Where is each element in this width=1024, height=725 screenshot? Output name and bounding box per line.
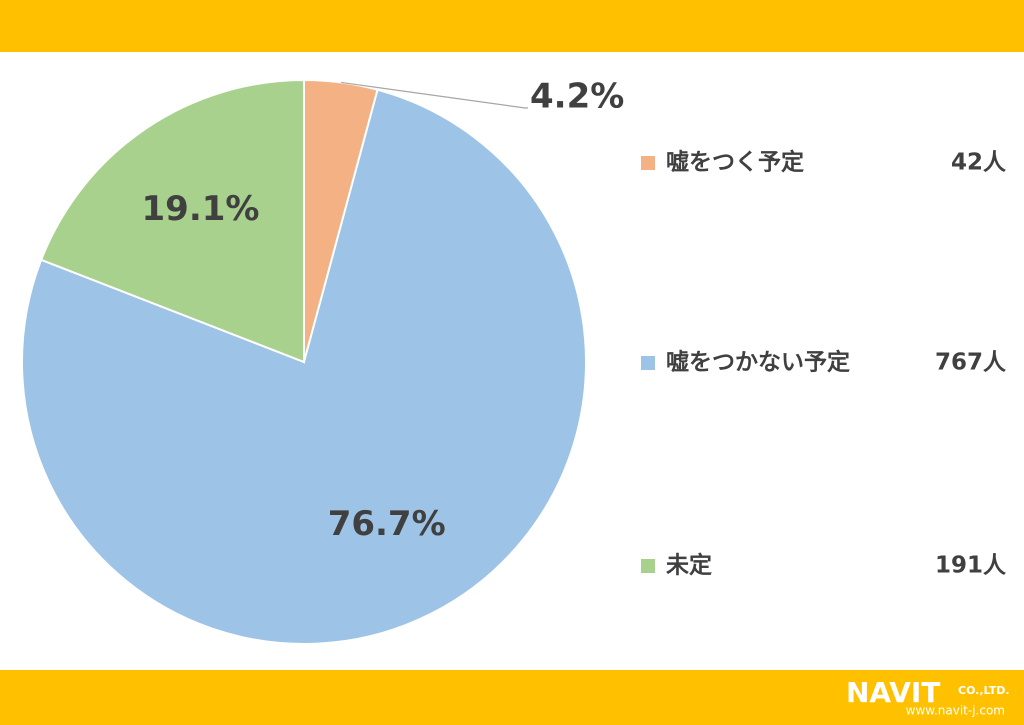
legend-swatch <box>641 156 655 170</box>
bottom-band <box>0 670 1024 725</box>
logo-company: CO.,LTD. <box>958 684 1010 697</box>
legend-swatch <box>641 356 655 370</box>
legend-count: 42人 <box>951 150 1007 176</box>
pie-slice <box>39 78 305 364</box>
legend-label: 未定 <box>666 552 712 579</box>
logo-url: www.navit-j.com <box>906 704 1005 718</box>
logo: NAVIT <box>846 676 940 709</box>
legend-label: 嘘をつかない予定 <box>666 349 850 376</box>
legend-count: 767人 <box>935 350 1007 376</box>
data-label: 4.2% <box>530 77 624 117</box>
legend-label: 嘘をつく予定 <box>666 149 804 176</box>
data-label: 19.1% <box>142 189 260 229</box>
leader-line <box>341 81 528 109</box>
legend-swatch <box>641 559 655 573</box>
data-label: 76.7% <box>328 504 446 544</box>
top-band <box>0 0 1024 52</box>
legend-count: 191人 <box>935 553 1007 579</box>
pie-slice <box>21 88 587 645</box>
